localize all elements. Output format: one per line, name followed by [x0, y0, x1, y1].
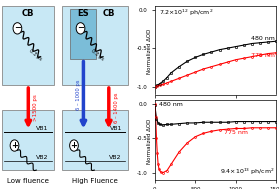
Text: 480 nm: 480 nm [159, 102, 183, 107]
Circle shape [10, 140, 19, 151]
Text: VB1: VB1 [109, 126, 122, 131]
Text: +: + [71, 141, 78, 150]
Circle shape [76, 23, 85, 34]
Text: −: − [77, 23, 84, 33]
Bar [62, 110, 128, 170]
Text: Low fluence: Low fluence [7, 178, 49, 184]
Text: −: − [14, 23, 21, 33]
Text: 480 nm: 480 nm [251, 36, 275, 41]
Text: 6 – 1400 ps: 6 – 1400 ps [114, 92, 119, 123]
Bar [62, 6, 128, 85]
Bar [70, 9, 97, 59]
Text: 0.3 ps: 0.3 ps [90, 48, 105, 61]
Text: CB: CB [22, 9, 35, 18]
Text: VB2: VB2 [36, 155, 49, 160]
Text: VB2: VB2 [109, 155, 122, 160]
Text: CB: CB [103, 9, 115, 18]
Circle shape [70, 140, 78, 151]
Bar [2, 110, 54, 170]
Text: 0.3 ps: 0.3 ps [28, 48, 42, 61]
Circle shape [13, 23, 22, 34]
Bar [2, 6, 54, 85]
Text: Normalized ΔOD: Normalized ΔOD [147, 28, 152, 74]
Text: >1500 ps: >1500 ps [33, 94, 39, 121]
Text: 775 nm: 775 nm [224, 130, 248, 135]
Text: ES: ES [78, 9, 89, 18]
Text: +: + [11, 141, 18, 150]
Text: Normalized ΔOD: Normalized ΔOD [147, 119, 152, 164]
Text: 775 nm: 775 nm [251, 53, 275, 58]
Text: High Fluence: High Fluence [72, 178, 118, 184]
Text: VB1: VB1 [36, 126, 49, 131]
Text: 9.4$\times$10$^{13}$ ph/cm$^2$: 9.4$\times$10$^{13}$ ph/cm$^2$ [220, 167, 275, 177]
Text: 6 – 1000 ps: 6 – 1000 ps [76, 79, 81, 110]
Text: 7.2$\times$10$^{12}$ ph/cm$^2$: 7.2$\times$10$^{12}$ ph/cm$^2$ [159, 8, 213, 18]
